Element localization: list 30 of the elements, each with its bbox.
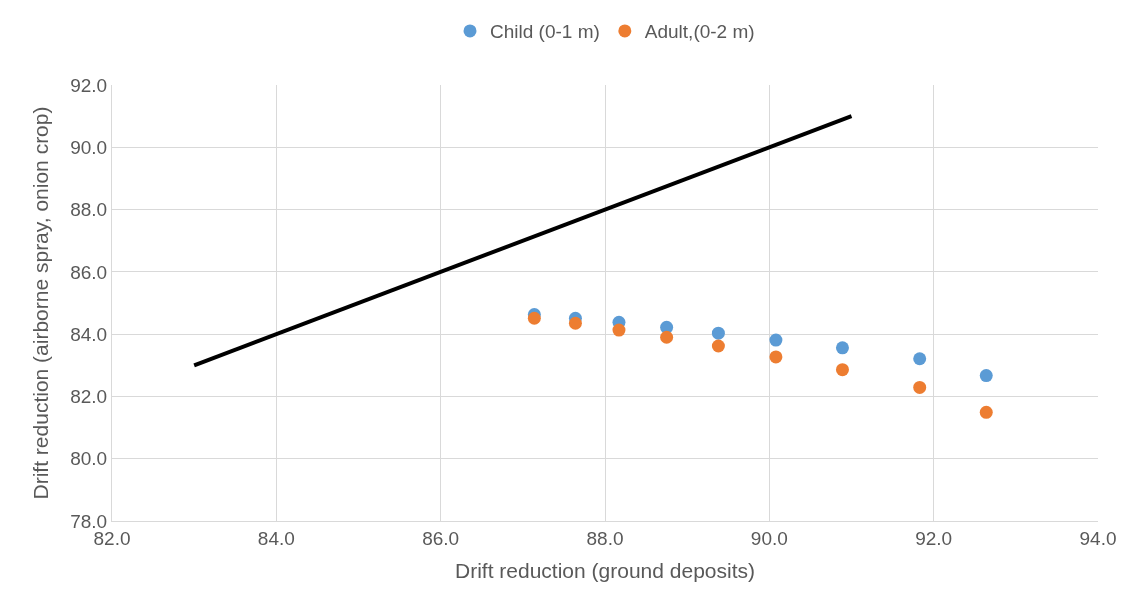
point bbox=[979, 369, 993, 383]
point bbox=[568, 316, 582, 330]
point bbox=[835, 341, 849, 355]
point bbox=[660, 330, 674, 344]
y-tick-label: 84.0 bbox=[70, 323, 108, 345]
x-tick-label: 86.0 bbox=[422, 527, 460, 549]
x-axis-title: Drift reduction (ground deposits) bbox=[455, 559, 755, 582]
point bbox=[913, 352, 927, 366]
y-tick-label: 92.0 bbox=[70, 74, 108, 96]
point bbox=[913, 380, 927, 394]
y-tick-label: 88.0 bbox=[70, 199, 108, 221]
point bbox=[979, 405, 993, 419]
point bbox=[711, 339, 725, 353]
legend-label: Adult,(0-2 m) bbox=[644, 21, 755, 43]
x-tick-label: 90.0 bbox=[750, 527, 788, 549]
point bbox=[612, 323, 626, 337]
y-axis-title: Drift reduction (airborne spray, onion crop) bbox=[29, 106, 53, 500]
y-tick-label: 80.0 bbox=[70, 448, 108, 470]
legend-label: Child (0-1 m) bbox=[490, 21, 600, 43]
x-tick-label: 84.0 bbox=[257, 527, 295, 549]
y-tick-label: 82.0 bbox=[70, 386, 108, 408]
y-tick-label: 86.0 bbox=[70, 261, 108, 283]
x-tick-label: 92.0 bbox=[915, 527, 953, 549]
point bbox=[769, 333, 783, 347]
x-tick-label: 88.0 bbox=[586, 527, 624, 549]
y-tick-label: 90.0 bbox=[70, 136, 108, 158]
point bbox=[835, 363, 849, 377]
point bbox=[769, 350, 783, 364]
x-tick-label: 94.0 bbox=[1079, 527, 1117, 549]
point bbox=[711, 326, 725, 340]
